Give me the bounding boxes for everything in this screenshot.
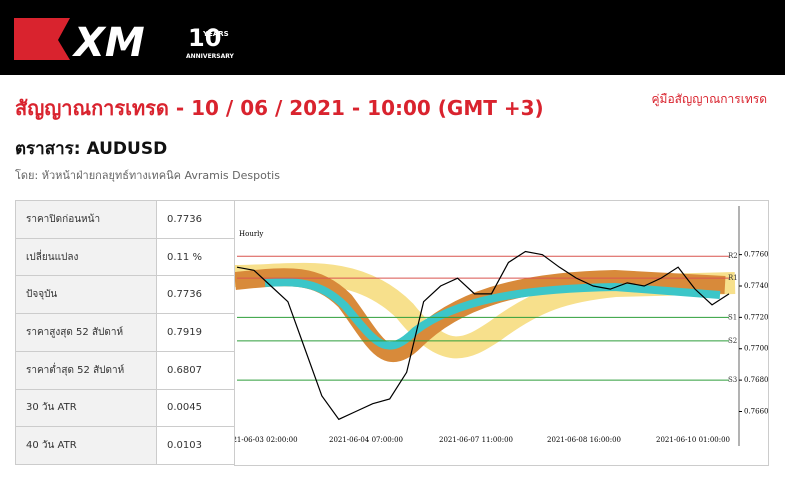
y-tick-label: 0.7720 <box>744 313 769 321</box>
level-label: S2 <box>728 337 737 345</box>
stats-table: ราคาปิดก่อนหน้า 0.7736 เปลี่ยนแปลง 0.11 % ปั… <box>15 200 235 465</box>
y-tick-label: 0.7700 <box>744 345 769 353</box>
level-label: S1 <box>728 313 737 321</box>
logo-number: 10 <box>188 24 221 52</box>
row-label: ราคาสูงสุด 52 สัปดาห์ <box>15 313 157 352</box>
table-row: ราคาปิดก่อนหน้า 0.7736 <box>15 200 235 239</box>
chart-title: Hourly <box>239 230 263 238</box>
row-value: 0.11 % <box>156 237 235 277</box>
level-label: R1 <box>728 274 738 282</box>
author: โดย: หัวหน้าฝ่ายกลยุทธ์ทางเทคนิค Avramis… <box>15 169 280 182</box>
level-label: R2 <box>728 252 738 260</box>
y-tick-label: 0.7740 <box>744 282 769 290</box>
table-row: 40 วัน ATR 0.0103 <box>15 426 235 465</box>
row-value: 0.0103 <box>156 426 235 465</box>
row-value: 0.7736 <box>156 200 235 239</box>
y-tick-label: 0.7680 <box>744 376 769 384</box>
header: XM 10 YEARS ANNIVERSARY <box>0 0 785 75</box>
logo-years: YEARS <box>202 30 229 38</box>
x-tick-label: 2021-06-07 11:00:00 <box>439 436 513 444</box>
y-tick-label: 0.7760 <box>744 251 769 259</box>
guide-link[interactable]: คู่มือสัญญาณการเทรด <box>651 92 768 106</box>
table-row: 30 วัน ATR 0.0045 <box>15 388 235 428</box>
table-row: เปลี่ยนแปลง 0.11 % <box>15 237 235 277</box>
table-row: ราคาสูงสุด 52 สัปดาห์ 0.7919 <box>15 313 235 352</box>
row-label: ปัจจุบัน <box>15 275 157 315</box>
band <box>264 278 721 350</box>
chart: Hourly 0.7760 0.7740 0.7720 0.7700 0.7680 0.76… <box>234 200 769 466</box>
row-label: เปลี่ยนแปลง <box>15 237 157 277</box>
table-row: ปัจจุบัน 0.7736 <box>15 275 235 315</box>
instrument: ตราสาร: AUDUSD <box>15 139 168 159</box>
logo: XM 10 YEARS ANNIVERSARY <box>14 18 235 66</box>
row-label: 30 วัน ATR <box>15 388 157 428</box>
x-tick-label: 2021-06-08 16:00:00 <box>547 436 621 444</box>
x-tick-label: 2021-06-04 07:00:00 <box>329 436 403 444</box>
row-value: 0.7736 <box>156 275 235 315</box>
band <box>235 268 726 363</box>
row-label: ราคาต่ำสุด 52 สัปดาห์ <box>15 350 157 390</box>
logo-shape <box>14 18 70 60</box>
row-value: 0.0045 <box>156 388 235 428</box>
table-row: ราคาต่ำสุด 52 สัปดาห์ 0.6807 <box>15 350 235 390</box>
price-line <box>236 250 730 421</box>
row-label: ราคาปิดก่อนหน้า <box>15 200 157 239</box>
row-label: 40 วัน ATR <box>15 426 157 465</box>
logo-text: XM <box>71 20 145 66</box>
page-title: สัญญาณการเทรด - 10 / 06 / 2021 - 10:00 (… <box>15 96 544 120</box>
x-tick-label: 2021-06-10 01:00:00 <box>656 436 730 444</box>
logo-anniversary: ANNIVERSARY <box>186 53 235 60</box>
x-tick-label: 21-06-03 02:00:00 <box>234 436 298 444</box>
row-value: 0.6807 <box>156 350 235 390</box>
y-tick-label: 0.7660 <box>744 407 769 415</box>
level-label: S3 <box>728 376 737 384</box>
row-value: 0.7919 <box>156 313 235 352</box>
